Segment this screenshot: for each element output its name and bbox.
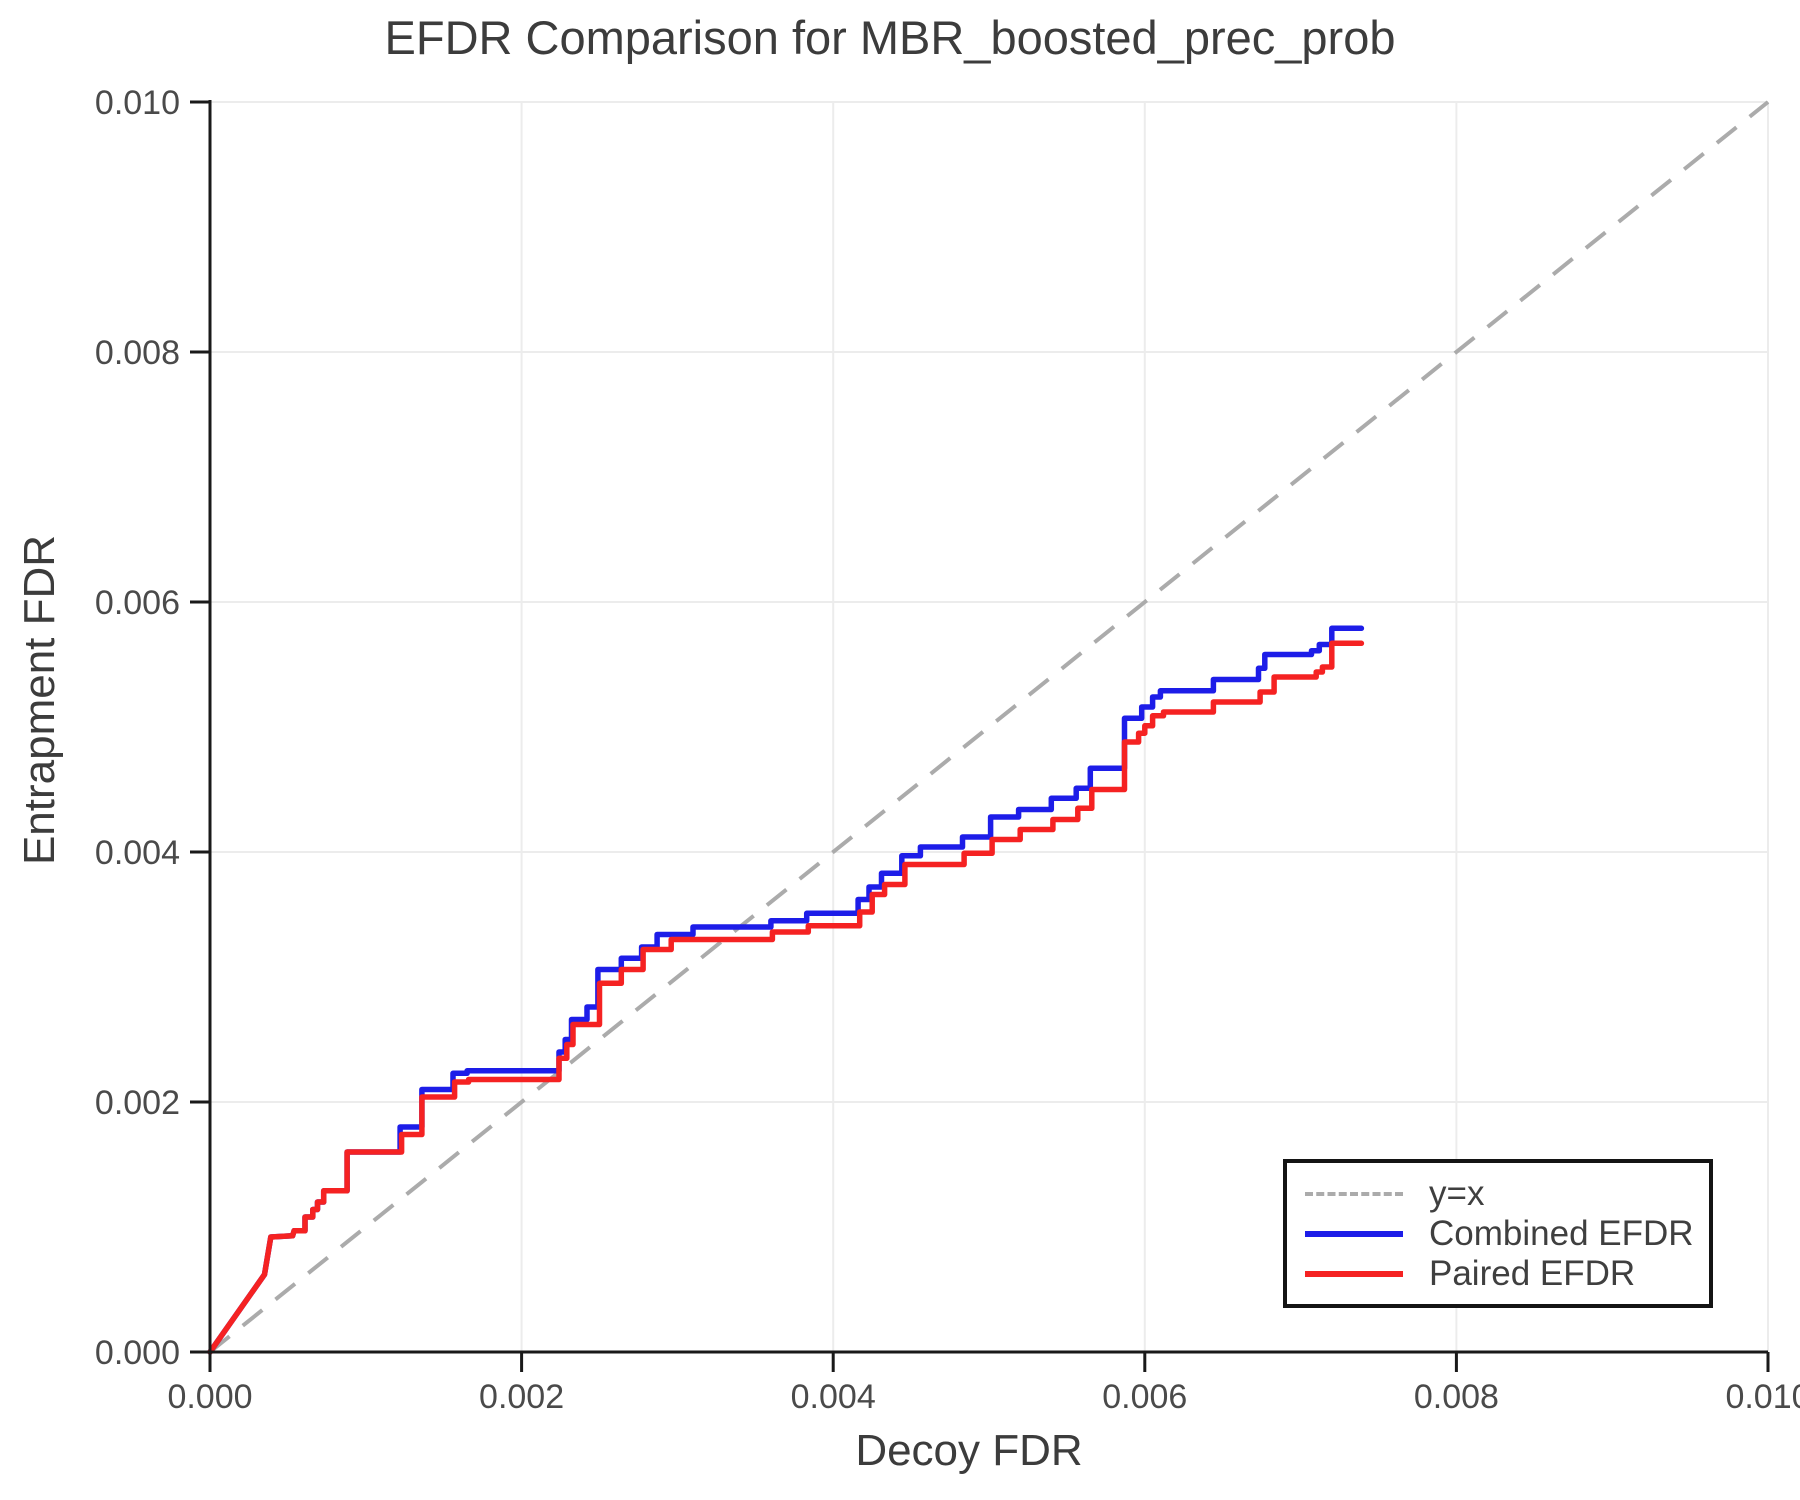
legend-item-paired-efdr: Paired EFDR [1305, 1253, 1709, 1293]
x-tick-label: 0.002 [479, 1378, 564, 1416]
y-tick-label: 0.006 [95, 584, 180, 622]
legend-item-y-x: y=x [1305, 1173, 1709, 1213]
x-tick-label: 0.006 [1102, 1378, 1187, 1416]
series-line-paired-efdr [207, 640, 1365, 1355]
x-axis-label: Decoy FDR [855, 1426, 1083, 1475]
legend-item-combined-efdr: Combined EFDR [1305, 1213, 1709, 1253]
x-tick-label: 0.004 [791, 1378, 876, 1416]
y-axis-label: Entrapment FDR [15, 534, 64, 866]
x-tick-label: 0.010 [1725, 1378, 1800, 1416]
legend-dashed-line-swatch [1305, 1191, 1403, 1196]
y-tick-label: 0.008 [95, 334, 180, 372]
legend-label: Combined EFDR [1429, 1213, 1694, 1253]
x-tick-label: 0.008 [1414, 1378, 1499, 1416]
x-tick-label: 0.000 [167, 1378, 252, 1416]
series-line-combined-efdr [207, 625, 1365, 1355]
y-tick-label: 0.010 [95, 84, 180, 122]
legend: y=x Combined EFDR Paired EFDR [1283, 1159, 1713, 1308]
y-tick-label: 0.002 [95, 1084, 180, 1122]
legend-label: y=x [1429, 1173, 1485, 1213]
y-tick-label: 0.000 [95, 1334, 180, 1372]
chart-title: EFDR Comparison for MBR_boosted_prec_pro… [384, 11, 1396, 64]
legend-label: Paired EFDR [1429, 1253, 1636, 1293]
legend-line-swatch [1305, 1270, 1403, 1277]
y-tick-label: 0.004 [95, 834, 180, 872]
legend-line-swatch [1305, 1230, 1403, 1237]
